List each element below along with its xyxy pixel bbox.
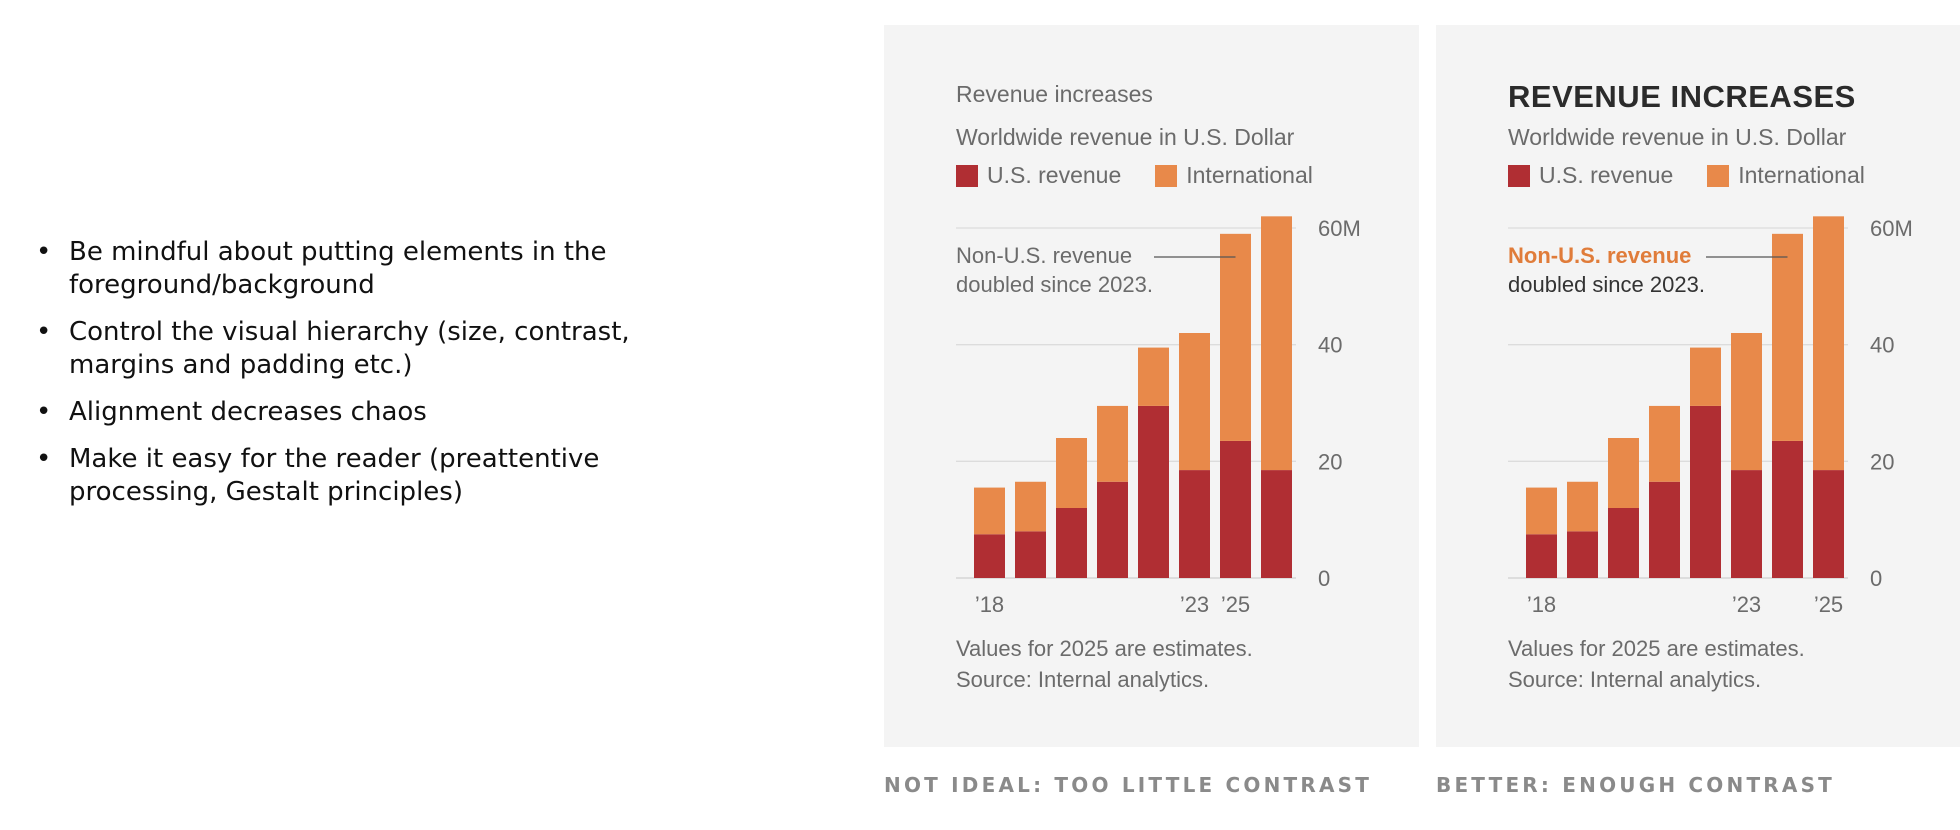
bar-us-revenue — [1056, 508, 1087, 578]
chart-footnote: Values for 2025 are estimates. — [956, 636, 1253, 661]
x-tick-label: ’23 — [1732, 592, 1761, 617]
legend-label-us: U.S. revenue — [1539, 162, 1674, 188]
y-tick-label: 40 — [1318, 333, 1342, 358]
bar-international — [1179, 333, 1210, 471]
x-tick-label: ’25 — [1221, 592, 1250, 617]
x-tick-label: ’25 — [1814, 592, 1843, 617]
y-tick-label: 40 — [1870, 333, 1894, 358]
bar-international — [1772, 233, 1803, 441]
chart-title: Revenue increases — [956, 81, 1153, 107]
bullet-item: Alignment decreases chaos — [36, 396, 736, 429]
x-tick-label: ’23 — [1180, 592, 1209, 617]
legend-label-international: International — [1738, 162, 1865, 188]
annotation-line-1: Non-U.S. revenue — [956, 243, 1132, 268]
legend-swatch-international — [1155, 164, 1178, 187]
chart-source: Source: Internal analytics. — [1508, 667, 1762, 692]
chart-panel-good-contrast: REVENUE INCREASES Worldwide revenue in U… — [1436, 25, 1960, 747]
bullet-item: Control the visual hierarchy (size, cont… — [36, 316, 736, 382]
bar-us-revenue — [1015, 531, 1046, 578]
bar-international — [1649, 405, 1680, 482]
bar-international — [1138, 347, 1169, 406]
bar-us-revenue — [1567, 531, 1598, 578]
bar-international — [1220, 233, 1251, 441]
bar-international — [1097, 405, 1128, 482]
x-tick-label: ’18 — [975, 592, 1004, 617]
bar-international — [1015, 481, 1046, 532]
bar-international — [1690, 347, 1721, 406]
bar-us-revenue — [1608, 508, 1639, 578]
chart-subtitle: Worldwide revenue in U.S. Dollar — [1508, 124, 1847, 150]
annotation-line-1: Non-U.S. revenue — [1508, 243, 1691, 268]
bar-us-revenue — [1526, 534, 1557, 578]
chart-title: REVENUE INCREASES — [1508, 79, 1856, 114]
annotation-line-2: doubled since 2023. — [1508, 272, 1705, 297]
bar-us-revenue — [1179, 470, 1210, 578]
bar-international — [1813, 216, 1844, 471]
bar-international — [1526, 487, 1557, 535]
bar-international — [1608, 438, 1639, 508]
chart-source: Source: Internal analytics. — [956, 667, 1210, 692]
bar-us-revenue — [1731, 470, 1762, 578]
bar-international — [1567, 481, 1598, 532]
bullet-item: Make it easy for the reader (preattentiv… — [36, 443, 736, 509]
bar-us-revenue — [974, 534, 1005, 578]
bar-international — [1731, 333, 1762, 471]
bar-us-revenue — [1772, 440, 1803, 578]
y-tick-label: 0 — [1870, 566, 1882, 591]
legend-swatch-international — [1707, 164, 1730, 187]
bar-us-revenue — [1220, 440, 1251, 578]
caption-better: BETTER: ENOUGH CONTRAST — [1436, 773, 1836, 797]
legend-label-international: International — [1186, 162, 1313, 188]
bullet-list: Be mindful about putting elements in the… — [36, 236, 736, 523]
legend-label-us: U.S. revenue — [987, 162, 1122, 188]
bullet-item: Be mindful about putting elements in the… — [36, 236, 736, 302]
bar-us-revenue — [1690, 405, 1721, 578]
y-tick-label: 60M — [1870, 216, 1913, 241]
y-tick-label: 20 — [1870, 449, 1894, 474]
bar-chart: 0 20 40 60M ’18 ’23 ’25 Non-U.S. revenue doub… — [956, 216, 1361, 617]
legend-swatch-us — [1508, 164, 1530, 187]
chart-legend: U.S. revenue International — [1508, 162, 1865, 189]
chart-subtitle: Worldwide revenue in U.S. Dollar — [956, 124, 1295, 150]
bar-international — [1056, 438, 1087, 508]
bar-chart: 0 20 40 60M ’18 ’23 ’25 Non-U.S. revenue doub… — [1508, 216, 1913, 617]
bar-us-revenue — [1261, 470, 1292, 578]
bar-international — [1261, 216, 1292, 471]
y-tick-label: 60M — [1318, 216, 1361, 241]
chart-legend: U.S. revenue International — [956, 162, 1313, 189]
caption-not-ideal: NOT IDEAL: TOO LITTLE CONTRAST — [884, 773, 1373, 797]
y-tick-label: 20 — [1318, 449, 1342, 474]
bar-international — [974, 487, 1005, 535]
annotation-line-2: doubled since 2023. — [956, 272, 1153, 297]
y-tick-label: 0 — [1318, 566, 1330, 591]
bar-us-revenue — [1097, 481, 1128, 578]
x-tick-label: ’18 — [1527, 592, 1556, 617]
bar-us-revenue — [1813, 470, 1844, 578]
bar-us-revenue — [1138, 405, 1169, 578]
chart-footnote: Values for 2025 are estimates. — [1508, 636, 1805, 661]
bar-us-revenue — [1649, 481, 1680, 578]
legend-swatch-us — [956, 164, 978, 187]
chart-panel-low-contrast: Revenue increases Worldwide revenue in U… — [884, 25, 1419, 747]
